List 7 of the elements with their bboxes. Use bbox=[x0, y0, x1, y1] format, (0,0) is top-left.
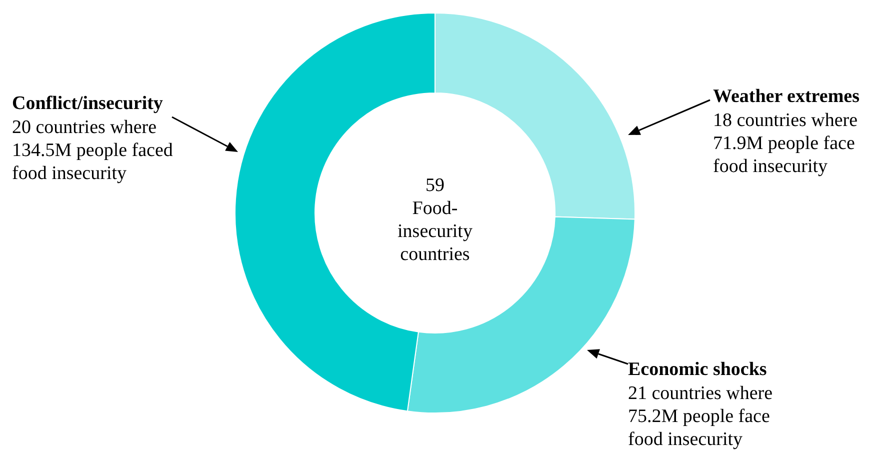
text: 59 Food- insecurity countries bbox=[398, 175, 473, 265]
slice-label: Weather extremes bbox=[713, 86, 860, 107]
slice-label: Economic shocks bbox=[628, 359, 767, 380]
text: 20 countries where 134.5M people faced food insecurity bbox=[12, 117, 174, 184]
text: 18 countries where 71.9M people face food insecurity bbox=[713, 110, 858, 177]
slice-label: Conflict/insecurity bbox=[12, 93, 164, 114]
text: 21 countries where 75.2M people face food insecurity bbox=[628, 383, 773, 450]
